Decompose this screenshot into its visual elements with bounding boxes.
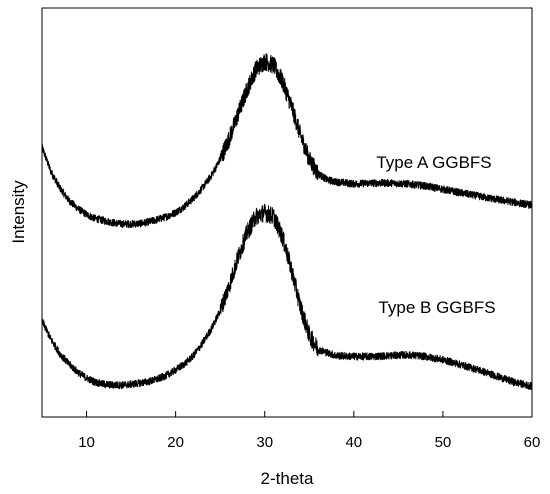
plot-area-border bbox=[41, 7, 533, 418]
series-line-type-b bbox=[41, 203, 533, 390]
series-label-type-a: Type A GGBFS bbox=[376, 153, 491, 172]
y-axis-title: Intensity bbox=[9, 180, 28, 244]
x-tick-label: 20 bbox=[167, 434, 184, 451]
x-tick-label: 10 bbox=[78, 434, 95, 451]
series-group bbox=[41, 53, 533, 390]
x-axis-title: 2-theta bbox=[261, 469, 314, 488]
x-tick-label: 40 bbox=[345, 434, 362, 451]
series-label-type-b: Type B GGBFS bbox=[378, 298, 495, 317]
series-labels: Type A GGBFS Type B GGBFS bbox=[376, 153, 495, 317]
x-tick-label: 50 bbox=[435, 434, 452, 451]
x-axis-ticks: 10 20 30 40 50 60 bbox=[78, 411, 540, 451]
x-tick-label: 30 bbox=[256, 434, 273, 451]
x-tick-label: 60 bbox=[524, 434, 541, 451]
series-line-type-a bbox=[41, 53, 533, 229]
plot-frame bbox=[41, 7, 533, 418]
